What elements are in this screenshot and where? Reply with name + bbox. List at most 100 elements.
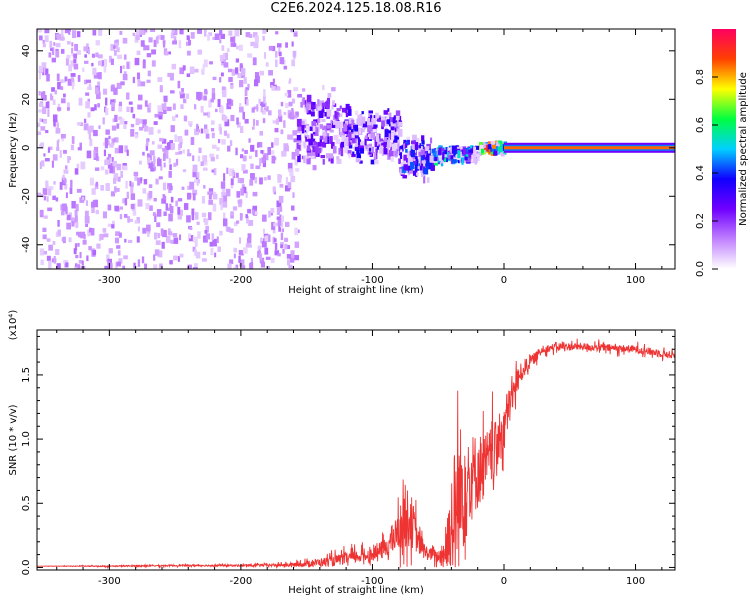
spectrogram-cell — [197, 231, 201, 239]
spectrogram-cell — [289, 257, 295, 263]
spectrogram-cell — [259, 253, 262, 261]
spectrogram-cell — [188, 235, 194, 242]
colorbar-tick-label: 0.0 — [695, 261, 706, 277]
spectrogram-cell — [284, 92, 289, 97]
spectrogram-cell — [113, 87, 118, 95]
spectrogram-cell — [159, 137, 164, 142]
spectrogram-cell — [117, 250, 121, 256]
spectrogram-cell — [279, 214, 282, 218]
spectrogram-cell — [56, 263, 61, 269]
spectrogram-cell — [87, 229, 91, 237]
spectrogram-cell — [84, 210, 89, 218]
spectrogram-cell — [56, 33, 62, 40]
spectrogram-cell — [192, 164, 198, 173]
spectrogram-cell — [109, 143, 114, 148]
spectrogram-cell — [177, 198, 183, 202]
spectrogram-cell — [192, 172, 197, 178]
spectrogram-cell — [356, 153, 361, 160]
spectrogram-cell — [260, 261, 266, 268]
spectrogram-cell — [252, 191, 258, 197]
spectrogram-cell — [157, 233, 160, 239]
spectrogram-cell — [162, 153, 166, 162]
spectrogram-cell — [288, 101, 293, 107]
spectrogram-cell — [211, 233, 215, 240]
snr-y-tick-label: 1.5 — [21, 367, 32, 383]
spectrogram-cell — [137, 177, 141, 186]
spectrogram-cell — [110, 44, 115, 51]
spectrogram-cell — [232, 169, 235, 176]
spectrogram-cell — [139, 29, 145, 35]
spectrogram-cell — [187, 149, 190, 155]
spectrogram-cell — [200, 161, 204, 167]
spectrogram-cell — [84, 54, 87, 58]
spectrogram-cell — [76, 31, 81, 38]
snr-x-axis-title: Height of straight line (km) — [288, 585, 424, 596]
chart-title: C2E6.2024.125.18.08.R16 — [270, 1, 442, 16]
spectrogram-cell — [261, 109, 266, 115]
spectrogram-cell — [227, 68, 233, 73]
spectrogram-cell — [251, 107, 255, 113]
spectrogram-cell — [277, 253, 281, 257]
spectrogram-cell — [168, 185, 173, 191]
spectrogram-cell — [359, 160, 363, 164]
spectrogram-cell — [210, 127, 215, 132]
spectrogram-cell — [418, 151, 421, 157]
spectrogram-cell — [347, 150, 352, 155]
spectrogram-cell — [40, 91, 46, 99]
spectrogram-cell — [116, 163, 122, 171]
spectrogram-cell — [362, 121, 368, 128]
spectrogram-cell — [276, 216, 281, 220]
spectrogram-cell — [351, 133, 355, 138]
spectrogram-cell — [154, 214, 157, 222]
colorbar-tick-label: 0.2 — [695, 213, 706, 229]
spectrogram-cell — [175, 114, 179, 118]
spectrogram-cell — [229, 228, 234, 233]
snr-x-tick-label: -200 — [230, 576, 253, 587]
spectrogram-cell — [61, 237, 65, 242]
spectrogram-cell — [122, 73, 128, 81]
snr-y-tick-label: 0.0 — [21, 559, 32, 575]
spectrogram-cell — [361, 111, 364, 115]
spectrogram-cell — [67, 156, 70, 164]
spectrogram-cell — [278, 223, 282, 232]
spectrogram-cell — [225, 52, 229, 61]
spectrogram-cell — [139, 118, 143, 124]
spectrogram-cell — [321, 141, 326, 148]
spectrogram-cell — [114, 205, 120, 211]
spectrogram-cell — [173, 36, 177, 42]
spectrogram-cell — [187, 153, 192, 157]
spectrogram-cell — [216, 236, 219, 244]
spectrogram-cell — [137, 79, 141, 87]
spectrogram-cell — [194, 104, 197, 110]
spectrogram-cell — [179, 138, 183, 145]
spectrogram-cell — [427, 150, 431, 154]
spectrogram-cell — [296, 134, 301, 141]
spectrogram-cell — [431, 148, 436, 154]
spectrogram-cell — [136, 50, 141, 56]
spectrogram-cell — [126, 191, 129, 199]
spectrogram-cell — [414, 156, 418, 160]
spectrogram-cell — [219, 39, 222, 44]
spectrogram-cell — [143, 188, 146, 194]
spectrogram-cell — [248, 138, 251, 143]
spectrogram-cell — [299, 130, 302, 138]
spectrogram-cell — [158, 112, 164, 116]
spectrogram-cell — [114, 173, 119, 181]
spectrogram-cell — [117, 54, 123, 60]
spectrogram-cell — [162, 182, 167, 191]
spectrogram-cell — [94, 104, 97, 111]
spectrogram-cell — [325, 136, 330, 144]
spectrogram-x-tick-label: 100 — [626, 275, 645, 286]
spectrogram-cell — [196, 180, 199, 186]
spectrogram-cell — [204, 90, 208, 95]
spectrogram-cell — [148, 37, 153, 43]
spectrogram-cell — [109, 165, 114, 174]
spectrogram-cell — [129, 180, 132, 187]
spectrogram-cell — [315, 127, 319, 135]
spectrogram-cell — [242, 186, 247, 194]
spectrogram-cell — [221, 188, 226, 195]
spectrogram-cell — [86, 150, 92, 159]
spectrogram-cell — [305, 137, 310, 142]
spectrogram-cell — [259, 257, 265, 264]
spectrogram-cell — [153, 39, 157, 48]
